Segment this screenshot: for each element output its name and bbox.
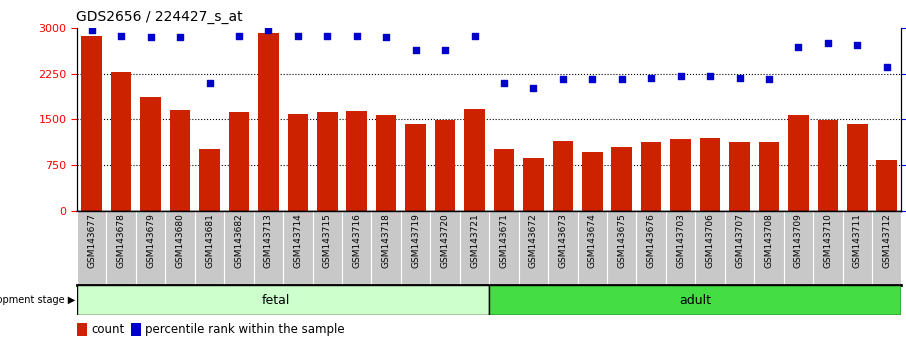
Bar [582,152,602,211]
Point [821,40,835,46]
Point [673,73,688,79]
Point [614,76,629,82]
Point [379,35,393,40]
Text: GSM143682: GSM143682 [235,213,244,268]
Point [202,80,217,86]
Bar [817,120,838,211]
Bar [82,36,102,211]
Point [585,76,600,82]
Bar [553,141,573,211]
Text: development stage ▶: development stage ▶ [0,295,75,305]
Bar [287,114,308,211]
Text: GSM143680: GSM143680 [176,213,185,268]
Text: GSM143677: GSM143677 [87,213,96,268]
Bar [612,147,632,211]
Point [232,33,246,39]
Bar [169,110,190,211]
Bar [670,139,691,211]
Point [791,44,805,49]
Point [555,76,570,82]
Text: GSM143681: GSM143681 [205,213,214,268]
Text: GSM143703: GSM143703 [676,213,685,268]
Point [526,86,541,91]
Point [880,64,894,69]
Point [320,33,334,39]
Point [350,33,364,39]
Bar [346,111,367,211]
Text: GSM143712: GSM143712 [882,213,892,268]
Text: GSM143673: GSM143673 [558,213,567,268]
Bar [523,158,544,211]
Text: GSM143716: GSM143716 [352,213,361,268]
Point [409,47,423,53]
Bar [435,120,456,211]
Bar [876,160,897,211]
Point [84,27,99,33]
Text: GSM143720: GSM143720 [440,213,449,268]
Bar [376,115,397,211]
Bar [641,142,661,211]
Text: percentile rank within the sample: percentile rank within the sample [145,323,344,336]
Text: GSM143718: GSM143718 [381,213,390,268]
Text: GSM143672: GSM143672 [529,213,538,268]
Bar [130,323,141,336]
Point [261,27,275,33]
Bar [405,124,426,211]
Point [467,33,482,39]
Point [762,76,776,82]
Text: GSM143678: GSM143678 [117,213,126,268]
Bar [77,285,489,315]
Bar [494,149,515,211]
Text: GSM143709: GSM143709 [794,213,803,268]
Bar [199,149,220,211]
Bar [788,115,809,211]
Point [703,73,718,79]
Bar [258,33,279,211]
Bar [111,72,131,211]
Text: count: count [92,323,125,336]
Text: GSM143713: GSM143713 [264,213,273,268]
Bar [729,142,750,211]
Bar [228,112,249,211]
Bar [699,138,720,211]
Text: GSM143710: GSM143710 [824,213,833,268]
Point [114,33,129,39]
Point [438,47,452,53]
Bar [758,142,779,211]
Text: GDS2656 / 224427_s_at: GDS2656 / 224427_s_at [76,10,243,24]
Text: GSM143707: GSM143707 [735,213,744,268]
Point [850,42,864,47]
Text: GSM143675: GSM143675 [617,213,626,268]
Bar [464,109,485,211]
Point [732,75,747,80]
Bar [489,285,901,315]
Text: GSM143679: GSM143679 [146,213,155,268]
Text: GSM143676: GSM143676 [647,213,656,268]
Text: GSM143714: GSM143714 [294,213,303,268]
Bar [317,112,338,211]
Point [644,75,659,80]
Point [291,33,305,39]
Text: GSM143715: GSM143715 [323,213,332,268]
Text: GSM143719: GSM143719 [411,213,420,268]
Text: adult: adult [680,293,711,307]
Point [496,80,511,86]
Text: GSM143674: GSM143674 [588,213,597,268]
Text: fetal: fetal [262,293,290,307]
Bar [140,97,161,211]
Text: GSM143671: GSM143671 [499,213,508,268]
Point [143,35,158,40]
Text: GSM143708: GSM143708 [765,213,774,268]
Point [173,35,188,40]
Bar [77,323,87,336]
Text: GSM143706: GSM143706 [706,213,715,268]
Text: GSM143711: GSM143711 [853,213,862,268]
Text: GSM143721: GSM143721 [470,213,479,268]
Bar [847,124,868,211]
